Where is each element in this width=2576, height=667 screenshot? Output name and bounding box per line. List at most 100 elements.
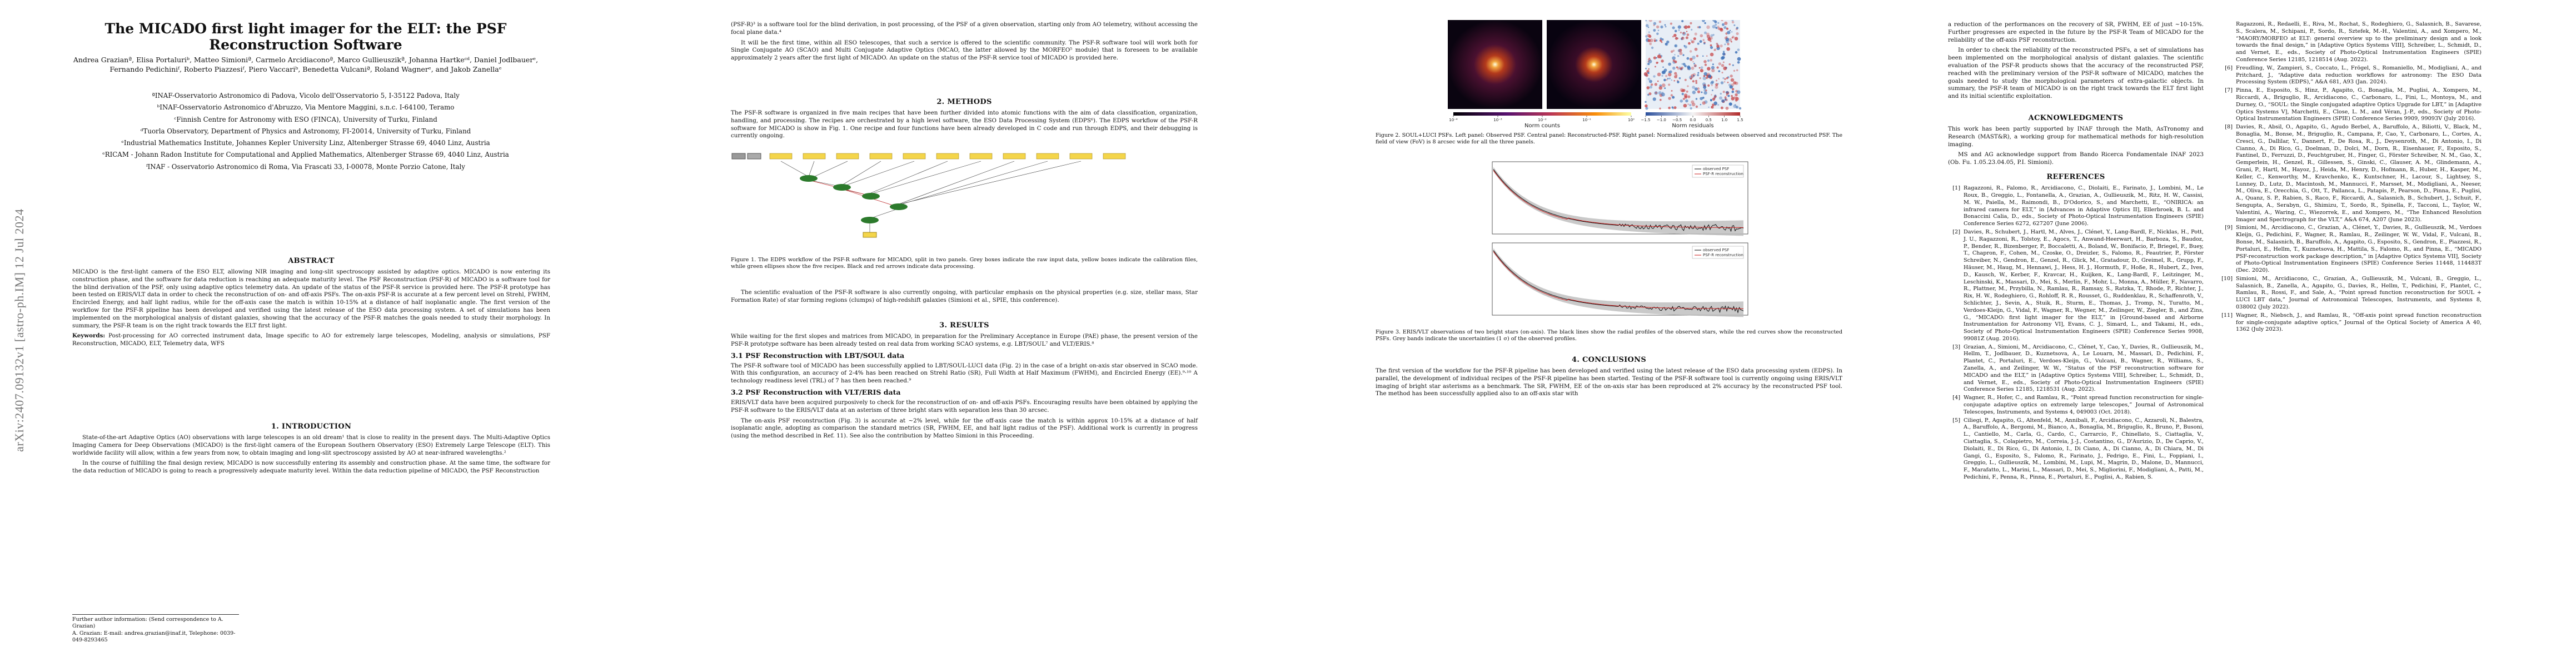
residual-speckle — [1697, 72, 1700, 74]
residual-speckle — [1647, 72, 1650, 74]
arxiv-identifier[interactable]: arXiv:2407.09132v1 [astro-ph.IM] 12 Jul … — [12, 208, 26, 452]
residual-speckle — [1645, 107, 1648, 110]
calibration-file-box — [836, 153, 859, 160]
residual-speckle — [1681, 63, 1683, 65]
residual-speckle — [1710, 59, 1712, 62]
residual-speckle — [1648, 20, 1652, 22]
residual-speckle — [1676, 74, 1678, 76]
residual-speckle — [1703, 60, 1707, 63]
residual-speckle — [1659, 107, 1661, 110]
residual-speckle — [1671, 89, 1673, 92]
residual-speckle — [1695, 79, 1697, 82]
residual-speckle — [1645, 24, 1649, 27]
introduction-section: 1. INTRODUCTION State-of-the-art Adaptiv… — [72, 422, 550, 478]
residual-speckle — [1674, 29, 1677, 33]
footnote-line: Further author information: (Send corres… — [72, 616, 223, 630]
paragraph: The first version of the workflow for th… — [1376, 367, 1842, 397]
reference-item: [5] Ciliegi, P., Agapito, G., Altenfeld, … — [1948, 417, 2204, 481]
residual-speckle — [1668, 77, 1671, 79]
residual-speckle — [1732, 64, 1735, 67]
residual-speckle — [1729, 85, 1733, 89]
residual-speckle — [1648, 59, 1652, 63]
residual-speckle — [1661, 83, 1666, 87]
legend-reconstructed: PSF-R reconstruction — [1703, 172, 1743, 176]
residual-speckle — [1712, 34, 1715, 36]
residual-speckle — [1736, 27, 1739, 29]
reference-number: [4] — [1952, 395, 1960, 401]
residual-speckle — [1677, 81, 1680, 83]
reference-text: Simioni, M., Arcidiacono, C., Grazian, A… — [2236, 225, 2482, 274]
residual-speckle — [1707, 74, 1712, 78]
affiliation: ªINAF-Osservatorio Astronomico di Padova… — [152, 92, 460, 99]
profile-panel-top: observed PSF PSF-R reconstruction — [1492, 161, 1748, 236]
results-section: 3. RESULTS While waiting for the first s… — [731, 321, 1198, 443]
residual-speckle — [1700, 34, 1703, 38]
paragraph: This work has been partly supported by I… — [1948, 126, 2204, 148]
residual-speckle — [1678, 29, 1680, 31]
residual-speckle — [1725, 39, 1729, 43]
residual-speckle — [1724, 98, 1727, 101]
residual-speckle — [1645, 73, 1648, 77]
residual-speckle — [1681, 36, 1685, 40]
reference-text: Grazian, A., Simioni, M., Arcidiacono, C… — [1964, 344, 2204, 393]
residual-speckle — [1676, 66, 1678, 68]
residual-speckle — [1681, 92, 1684, 96]
reference-item: [10] Simioni, M., Arcidiacono, C., Grazia… — [2220, 276, 2482, 311]
reference-item: [1] Ragazzoni, R., Falomo, R., Arcidiacon… — [1948, 185, 2204, 228]
residual-speckle — [1648, 34, 1652, 38]
reference-text: Simioni, M., Arcidiacono, C., Grazian, A… — [2236, 275, 2482, 311]
residual-speckle — [1682, 97, 1685, 100]
residual-speckle — [1721, 20, 1723, 22]
profile-panel-bottom: observed PSF PSF-R reconstruction — [1492, 242, 1748, 317]
reference-number: [11] — [2221, 312, 2233, 318]
references-section-left: REFERENCES [1] Ragazzoni, R., Falomo, R.,… — [1948, 172, 2204, 482]
reference-text: Ciliegi, P., Agapito, G., Altenfeld, M.,… — [1964, 417, 2204, 481]
residual-speckle — [1720, 44, 1723, 48]
residual-speckle — [1689, 50, 1692, 53]
residual-speckle — [1717, 22, 1720, 24]
residual-speckle — [1689, 57, 1693, 61]
residual-speckle — [1670, 94, 1673, 97]
residual-speckle — [1736, 90, 1741, 94]
residual-speckle — [1711, 94, 1712, 96]
paragraph: a reduction of the performances on the r… — [1948, 21, 2204, 43]
abstract-text: MICADO is the first-light camera of the … — [72, 268, 550, 329]
residual-speckle — [1712, 103, 1715, 107]
residual-speckle — [1669, 70, 1672, 73]
residual-speckle — [1697, 74, 1700, 77]
calibration-file-box — [1036, 153, 1059, 160]
residual-speckle — [1691, 28, 1693, 31]
residual-speckle — [1711, 89, 1713, 91]
recipe-ellipse — [861, 217, 879, 223]
reference-text: Wagner, R., Niebsch, J., and Ramlau, R.,… — [2236, 312, 2482, 333]
residual-speckle — [1686, 31, 1688, 33]
residual-speckle — [1731, 90, 1735, 93]
calibration-file-box — [936, 153, 959, 160]
residual-speckle — [1698, 67, 1701, 69]
residual-speckle — [1693, 37, 1696, 41]
residual-speckle — [1702, 97, 1705, 99]
reference-item: [2] Davies, R., Schubert, J., Hartl, M., … — [1948, 229, 2204, 343]
reference-text: Ragazzoni, R., Redaelli, E., Riva, M., R… — [2236, 21, 2482, 63]
recipe-ellipse — [800, 175, 818, 182]
residual-speckle — [1683, 103, 1687, 108]
methods-heading: 2. METHODS — [936, 98, 992, 106]
residual-speckle — [1657, 29, 1660, 32]
residual-speckle — [1657, 80, 1659, 82]
reference-number: [2] — [1952, 228, 1960, 235]
residual-speckle — [1702, 101, 1706, 105]
residual-speckle — [1731, 94, 1733, 97]
methods-section: 2. METHODS The PSF-R software is organiz… — [731, 98, 1198, 143]
residual-speckle — [1710, 44, 1712, 47]
residual-speckle — [1727, 31, 1731, 34]
residual-speckle — [1727, 81, 1729, 83]
subsection-heading: 3.1 PSF Reconstruction with LBT/SOUL dat… — [731, 351, 905, 360]
paragraph: The PSF-R software tool of MICADO has be… — [731, 362, 1198, 385]
residual-pattern — [1643, 20, 1742, 110]
residual-speckle — [1691, 66, 1695, 70]
residual-speckle — [1677, 67, 1680, 70]
residual-speckle — [1674, 44, 1677, 47]
residual-speckle — [1696, 54, 1699, 57]
page-3: 10⁻⁴ 10⁻³ 10⁻² 10⁻¹ 10⁰ −1.5 −1.0 −0.5 0.0 0.5 1.… — [1287, 0, 1931, 667]
reference-item: [6] Freudling, W., Zampieri, S., Coccato,… — [2220, 65, 2482, 86]
